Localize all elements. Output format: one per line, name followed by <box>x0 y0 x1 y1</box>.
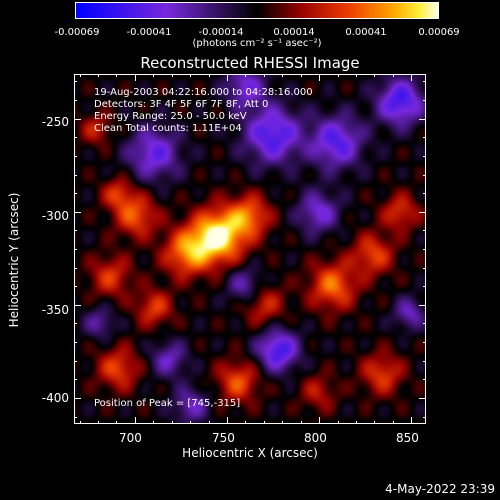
colorbar-tick-label: 0.00069 <box>418 27 460 38</box>
y-tick-label: -300 <box>41 209 69 223</box>
colorbar <box>75 2 439 19</box>
clean-counts-text: Clean Total counts: 1.11E+04 <box>94 123 242 134</box>
plot-area <box>74 74 426 424</box>
x-axis-label: Heliocentric X (arcsec) <box>182 446 318 460</box>
colorbar-tick-label: 0.00041 <box>345 27 387 38</box>
y-tick-label: -350 <box>41 303 69 317</box>
colorbar-tick-label: -0.00069 <box>54 27 100 38</box>
y-tick-label: -250 <box>41 115 69 129</box>
colorbar-tick-label: -0.00041 <box>126 27 172 38</box>
x-tick-label: 800 <box>304 431 327 445</box>
x-tick-label: 700 <box>119 431 142 445</box>
colorbar-units-label: (photons cm⁻² s⁻¹ asec⁻²) <box>192 38 322 49</box>
colorbar-tick-label: 0.00014 <box>273 27 315 38</box>
timestamp: 4-May-2022 23:39 <box>385 482 495 496</box>
chart-title: Reconstructed RHESSI Image <box>140 54 360 72</box>
energy-range-text: Energy Range: 25.0 - 50.0 keV <box>94 111 247 122</box>
detectors-text: Detectors: 3F 4F 5F 6F 7F 8F, Att 0 <box>94 99 269 110</box>
x-tick-label: 750 <box>212 431 235 445</box>
time-range-text: 19-Aug-2003 04:22:16.000 to 04:28:16.000 <box>94 87 313 98</box>
y-tick-label: -400 <box>41 391 69 405</box>
x-tick-label: 850 <box>396 431 419 445</box>
y-axis-label: Heliocentric Y (arcsec) <box>7 192 21 328</box>
peak-position-text: Position of Peak = [745,-315] <box>94 398 241 409</box>
heatmap-image <box>75 75 425 423</box>
colorbar-tick-label: -0.00014 <box>198 27 244 38</box>
